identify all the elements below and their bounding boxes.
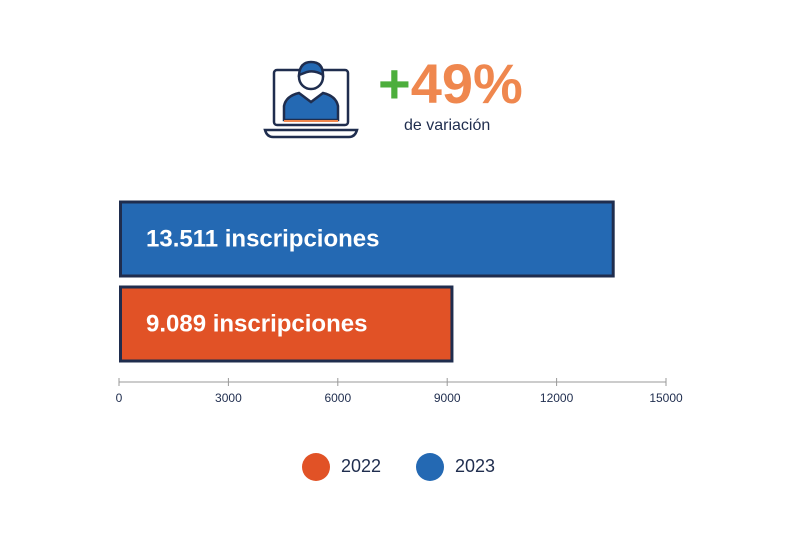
headline-caption: de variación bbox=[404, 117, 490, 134]
x-tick-label: 6000 bbox=[324, 391, 351, 405]
bar bbox=[119, 200, 615, 278]
legend-label: 2022 bbox=[341, 456, 381, 476]
legend-swatch bbox=[302, 453, 330, 481]
legend-swatch bbox=[416, 453, 444, 481]
icon bbox=[263, 60, 359, 139]
x-tick-label: 12000 bbox=[540, 391, 574, 405]
x-tick-label: 3000 bbox=[215, 391, 242, 405]
legend-label: 2023 bbox=[455, 456, 495, 476]
x-tick-label: 9000 bbox=[434, 391, 461, 405]
headline-sign: + bbox=[378, 52, 411, 115]
bar bbox=[119, 285, 454, 363]
headline: +49% bbox=[378, 52, 523, 115]
headline-value: 49% bbox=[411, 52, 523, 115]
value-label: 9.089 inscripciones bbox=[146, 310, 367, 337]
x-tick-label: 15000 bbox=[649, 391, 683, 405]
value-label: 13.511 inscripciones bbox=[146, 225, 379, 252]
x-tick-label: 0 bbox=[116, 391, 123, 405]
